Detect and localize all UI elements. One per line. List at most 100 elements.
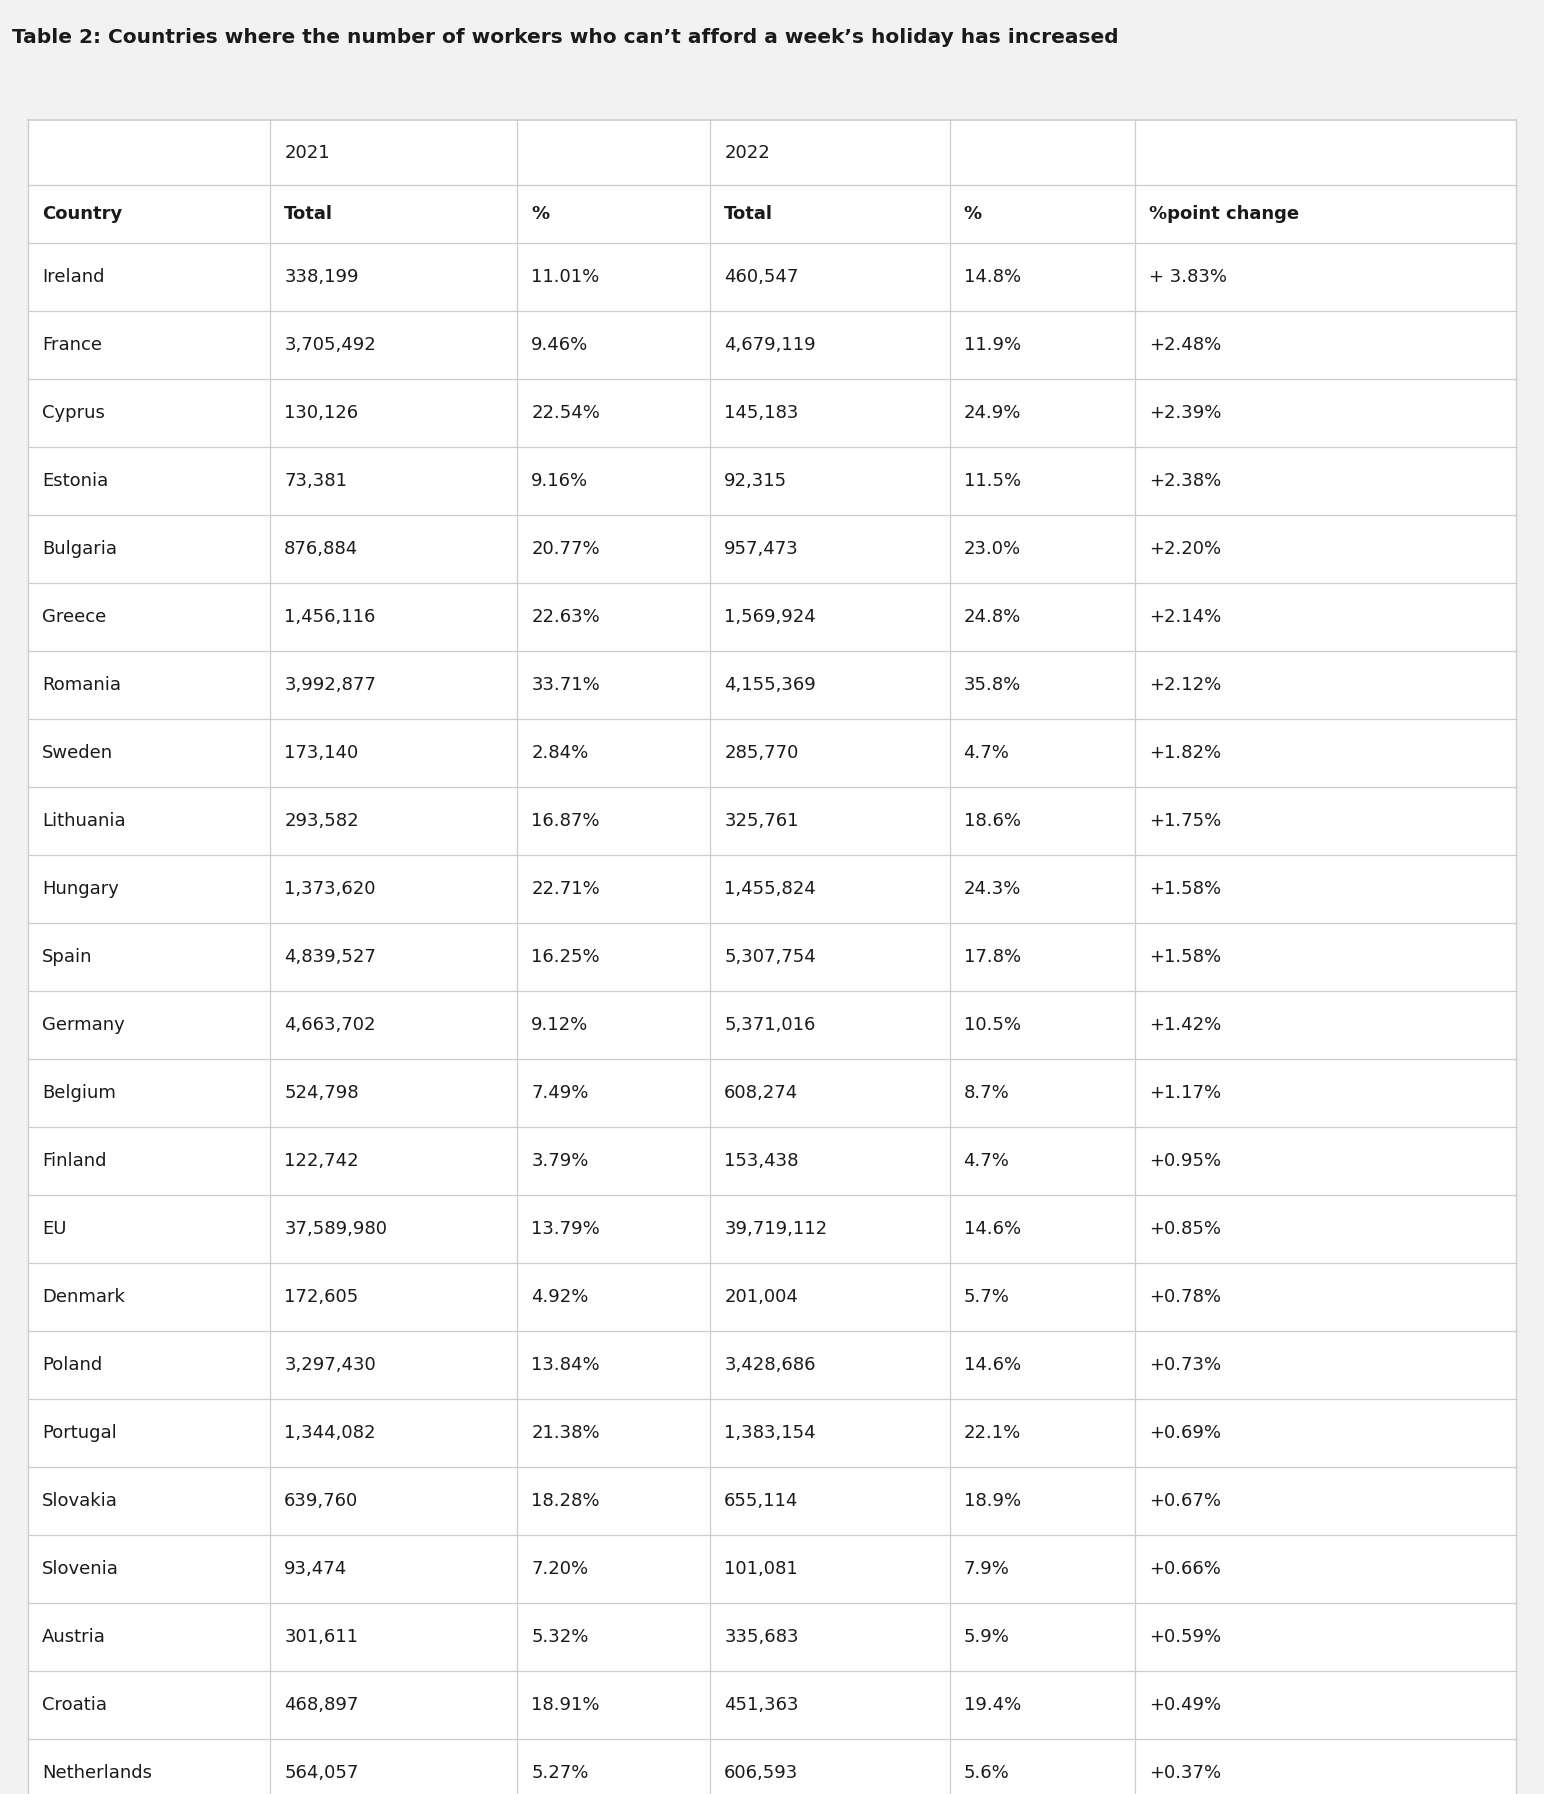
Text: 5.9%: 5.9%: [963, 1627, 1010, 1647]
Text: 338,199: 338,199: [284, 267, 358, 285]
Text: 7.49%: 7.49%: [531, 1084, 588, 1102]
Text: +0.59%: +0.59%: [1149, 1627, 1221, 1647]
Text: 9.16%: 9.16%: [531, 472, 588, 490]
Text: 5,307,754: 5,307,754: [724, 947, 815, 965]
Text: 301,611: 301,611: [284, 1627, 358, 1647]
Text: 24.3%: 24.3%: [963, 881, 1021, 899]
Text: 606,593: 606,593: [724, 1764, 798, 1781]
Text: +2.38%: +2.38%: [1149, 472, 1221, 490]
Text: +1.17%: +1.17%: [1149, 1084, 1221, 1102]
Text: 639,760: 639,760: [284, 1493, 358, 1511]
Text: 8.7%: 8.7%: [963, 1084, 1010, 1102]
Text: Total: Total: [284, 205, 334, 222]
Text: 24.8%: 24.8%: [963, 608, 1021, 626]
Text: 285,770: 285,770: [724, 745, 798, 762]
Text: 14.6%: 14.6%: [963, 1356, 1021, 1374]
Text: 201,004: 201,004: [724, 1288, 798, 1306]
Text: 19.4%: 19.4%: [963, 1695, 1021, 1713]
Text: 145,183: 145,183: [724, 404, 798, 422]
Text: 17.8%: 17.8%: [963, 947, 1021, 965]
Text: +0.73%: +0.73%: [1149, 1356, 1221, 1374]
Text: Table 2: Countries where the number of workers who can’t afford a week’s holiday: Table 2: Countries where the number of w…: [12, 29, 1118, 47]
Text: Portugal: Portugal: [42, 1424, 116, 1442]
Text: 3.79%: 3.79%: [531, 1152, 588, 1170]
Text: 9.12%: 9.12%: [531, 1015, 588, 1033]
Text: +2.20%: +2.20%: [1149, 540, 1221, 558]
Text: 468,897: 468,897: [284, 1695, 358, 1713]
Text: 564,057: 564,057: [284, 1764, 358, 1781]
Text: +0.85%: +0.85%: [1149, 1220, 1221, 1238]
Text: 92,315: 92,315: [724, 472, 787, 490]
Text: Ireland: Ireland: [42, 267, 105, 285]
Text: +1.58%: +1.58%: [1149, 881, 1221, 899]
Text: +0.67%: +0.67%: [1149, 1493, 1221, 1511]
Text: +0.37%: +0.37%: [1149, 1764, 1221, 1781]
Text: 18.9%: 18.9%: [963, 1493, 1021, 1511]
Text: Slovenia: Slovenia: [42, 1561, 119, 1579]
Text: 35.8%: 35.8%: [963, 676, 1021, 694]
Text: %: %: [531, 205, 550, 222]
Text: Lithuania: Lithuania: [42, 813, 125, 831]
Text: EU: EU: [42, 1220, 66, 1238]
Text: 4.7%: 4.7%: [963, 745, 1010, 762]
Text: 24.9%: 24.9%: [963, 404, 1021, 422]
Text: 655,114: 655,114: [724, 1493, 798, 1511]
Text: 5.32%: 5.32%: [531, 1627, 588, 1647]
Text: 4,839,527: 4,839,527: [284, 947, 377, 965]
Text: 1,344,082: 1,344,082: [284, 1424, 375, 1442]
Text: +0.66%: +0.66%: [1149, 1561, 1221, 1579]
Text: 173,140: 173,140: [284, 745, 358, 762]
Text: 5.6%: 5.6%: [963, 1764, 1010, 1781]
Text: 7.20%: 7.20%: [531, 1561, 588, 1579]
Text: 11.5%: 11.5%: [963, 472, 1021, 490]
Text: 524,798: 524,798: [284, 1084, 358, 1102]
Text: +2.39%: +2.39%: [1149, 404, 1221, 422]
Text: 1,383,154: 1,383,154: [724, 1424, 815, 1442]
Text: Sweden: Sweden: [42, 745, 113, 762]
Text: %point change: %point change: [1149, 205, 1299, 222]
Text: Cyprus: Cyprus: [42, 404, 105, 422]
Text: Country: Country: [42, 205, 122, 222]
Text: Total: Total: [724, 205, 774, 222]
Text: 1,569,924: 1,569,924: [724, 608, 815, 626]
Text: 18.91%: 18.91%: [531, 1695, 599, 1713]
Text: Netherlands: Netherlands: [42, 1764, 151, 1781]
Text: 2022: 2022: [724, 144, 770, 161]
Text: 1,373,620: 1,373,620: [284, 881, 375, 899]
Text: 5.7%: 5.7%: [963, 1288, 1010, 1306]
Text: 14.8%: 14.8%: [963, 267, 1021, 285]
Text: 18.6%: 18.6%: [963, 813, 1021, 831]
Text: 153,438: 153,438: [724, 1152, 798, 1170]
Text: 7.9%: 7.9%: [963, 1561, 1010, 1579]
Text: Poland: Poland: [42, 1356, 102, 1374]
Text: 13.84%: 13.84%: [531, 1356, 601, 1374]
Text: +1.42%: +1.42%: [1149, 1015, 1221, 1033]
Text: 2.84%: 2.84%: [531, 745, 588, 762]
Text: 16.87%: 16.87%: [531, 813, 599, 831]
Text: Austria: Austria: [42, 1627, 105, 1647]
Text: Bulgaria: Bulgaria: [42, 540, 117, 558]
Text: 22.63%: 22.63%: [531, 608, 601, 626]
Text: + 3.83%: + 3.83%: [1149, 267, 1227, 285]
Text: +2.48%: +2.48%: [1149, 335, 1221, 353]
Text: 93,474: 93,474: [284, 1561, 347, 1579]
Text: 11.9%: 11.9%: [963, 335, 1021, 353]
Text: 335,683: 335,683: [724, 1627, 798, 1647]
Text: Finland: Finland: [42, 1152, 107, 1170]
Text: Belgium: Belgium: [42, 1084, 116, 1102]
Text: 73,381: 73,381: [284, 472, 347, 490]
Text: 9.46%: 9.46%: [531, 335, 588, 353]
Text: 18.28%: 18.28%: [531, 1493, 599, 1511]
Text: Romania: Romania: [42, 676, 120, 694]
Text: 122,742: 122,742: [284, 1152, 358, 1170]
Text: 451,363: 451,363: [724, 1695, 798, 1713]
Text: 5,371,016: 5,371,016: [724, 1015, 815, 1033]
Text: 21.38%: 21.38%: [531, 1424, 601, 1442]
Text: Croatia: Croatia: [42, 1695, 107, 1713]
Text: 2021: 2021: [284, 144, 330, 161]
Text: +2.14%: +2.14%: [1149, 608, 1221, 626]
Text: 460,547: 460,547: [724, 267, 798, 285]
Text: Germany: Germany: [42, 1015, 125, 1033]
Text: 3,992,877: 3,992,877: [284, 676, 377, 694]
Text: +0.95%: +0.95%: [1149, 1152, 1221, 1170]
